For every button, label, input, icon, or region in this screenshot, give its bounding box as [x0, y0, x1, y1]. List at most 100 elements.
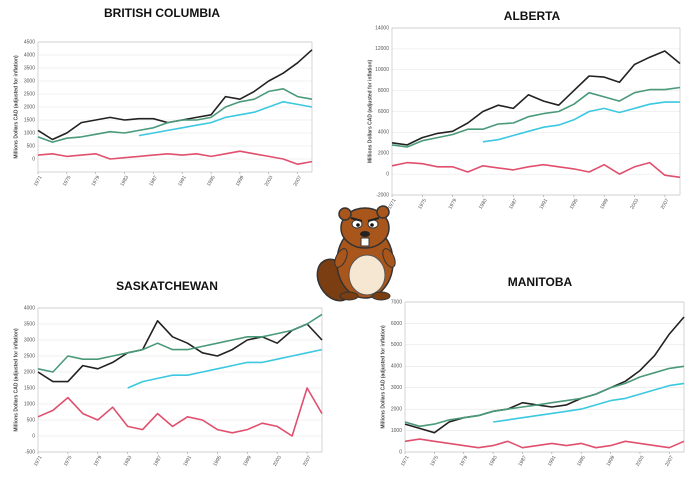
- y-tick-label: 0: [399, 449, 402, 455]
- x-tick-label: 2007: [302, 455, 313, 468]
- series-line: [492, 382, 685, 423]
- y-tick-label: -500: [25, 449, 35, 455]
- series-line: [404, 365, 685, 428]
- x-tick-label: 1995: [569, 198, 580, 211]
- plot-frame: [37, 307, 323, 453]
- x-tick-label: 1995: [212, 455, 223, 468]
- x-tick-label: 1987: [148, 175, 159, 188]
- y-tick-label: 1000: [24, 401, 35, 407]
- y-tick-label: 10000: [375, 67, 389, 73]
- y-tick-label: 500: [27, 143, 36, 149]
- x-tick-label: 2007: [660, 198, 671, 211]
- y-tick-label: 6000: [391, 321, 402, 327]
- y-tick-label: 1000: [391, 428, 402, 434]
- y-axis-label: Millions Dollars CAD (adjusted for infla…: [13, 55, 19, 159]
- series-line: [138, 101, 313, 137]
- x-tick-label: 1983: [123, 455, 134, 468]
- y-tick-label: 3000: [391, 385, 402, 391]
- y-tick-label: 2500: [24, 353, 35, 359]
- series-line: [37, 49, 313, 141]
- y-tick-label: 6000: [378, 109, 389, 115]
- y-axis-label: Millions Dollars CAD (adjusted for infla…: [380, 325, 386, 429]
- y-tick-label: 0: [32, 156, 35, 162]
- y-tick-label: 2000: [391, 406, 402, 412]
- series-line: [37, 320, 323, 383]
- y-tick-label: 14000: [375, 25, 389, 31]
- x-tick-label: 1971: [387, 198, 398, 211]
- x-tick-label: 1971: [33, 455, 44, 468]
- series-line: [391, 50, 681, 146]
- series-line: [404, 438, 685, 449]
- x-tick-label: 2003: [629, 198, 640, 211]
- x-tick-label: 1991: [177, 175, 188, 188]
- chart: SASKATCHEWAN Millions Dollars CAD (adjust…: [13, 279, 323, 468]
- y-tick-label: 5000: [391, 342, 402, 348]
- series-line: [391, 86, 681, 148]
- chart-title: ALBERTA: [504, 9, 561, 23]
- x-tick-label: 2003: [635, 455, 646, 468]
- beaver: [316, 205, 396, 302]
- y-tick-label: 1500: [24, 385, 35, 391]
- series-line: [37, 313, 323, 373]
- y-tick-label: 0: [386, 171, 389, 177]
- x-tick-label: 1975: [417, 198, 428, 211]
- series-line: [404, 316, 685, 434]
- x-tick-label: 1999: [242, 455, 253, 468]
- x-tick-label: 1983: [488, 455, 499, 468]
- y-axis-label: Millions Dollars CAD (adjusted for infla…: [13, 328, 19, 432]
- series-line: [37, 88, 313, 143]
- y-tick-label: 3500: [24, 321, 35, 327]
- y-tick-label: 2000: [378, 151, 389, 157]
- chart-title: SASKATCHEWAN: [116, 279, 218, 293]
- x-tick-label: 1987: [517, 455, 528, 468]
- x-tick-label: 1999: [605, 455, 616, 468]
- x-tick-label: 1991: [182, 455, 193, 468]
- chart: MANITOBA Millions Dollars CAD (adjusted f…: [380, 275, 685, 468]
- x-tick-label: 1983: [478, 198, 489, 211]
- y-tick-label: 8000: [378, 88, 389, 94]
- y-axis-label: Millions Dollars CAD (adjusted for infla…: [367, 60, 373, 164]
- chart: ALBERTA Millions Dollars CAD (adjusted fo…: [367, 9, 681, 211]
- x-tick-label: 1979: [91, 175, 102, 188]
- y-tick-label: 1000: [24, 130, 35, 136]
- x-tick-label: 2003: [272, 455, 283, 468]
- y-tick-label: 4000: [24, 52, 35, 58]
- x-tick-label: 1975: [62, 175, 73, 188]
- y-tick-label: 3500: [24, 65, 35, 71]
- y-tick-label: 1500: [24, 117, 35, 123]
- y-tick-label: 500: [27, 417, 36, 423]
- x-tick-label: 1999: [235, 175, 246, 188]
- series-line: [37, 387, 323, 437]
- x-tick-label: 1983: [119, 175, 130, 188]
- x-tick-label: 1991: [547, 455, 558, 468]
- x-tick-label: 1991: [538, 198, 549, 211]
- y-tick-label: 3000: [24, 78, 35, 84]
- chart-title: BRITISH COLUMBIA: [104, 6, 220, 20]
- y-tick-label: 4500: [24, 39, 35, 45]
- x-tick-label: 2007: [292, 175, 303, 188]
- x-tick-label: 1995: [576, 455, 587, 468]
- y-tick-label: 12000: [375, 46, 389, 52]
- series-line: [127, 348, 323, 389]
- x-tick-label: 1987: [152, 455, 163, 468]
- x-tick-label: 1975: [63, 455, 74, 468]
- y-tick-label: 7000: [391, 299, 402, 305]
- x-tick-label: 1971: [400, 455, 411, 468]
- y-tick-label: 2000: [24, 104, 35, 110]
- series-line: [37, 150, 313, 165]
- x-tick-label: 1995: [206, 175, 217, 188]
- x-tick-label: 1979: [448, 198, 459, 211]
- x-tick-label: 2003: [264, 175, 275, 188]
- plot-frame: [404, 301, 685, 453]
- x-tick-label: 1999: [599, 198, 610, 211]
- y-tick-label: -2000: [376, 192, 389, 198]
- chart-title: MANITOBA: [508, 275, 573, 289]
- x-tick-label: 1979: [93, 455, 104, 468]
- y-tick-label: 4000: [378, 130, 389, 136]
- y-tick-label: 2000: [24, 369, 35, 375]
- x-tick-label: 1971: [33, 175, 44, 188]
- series-line: [391, 161, 681, 179]
- series-line: [482, 101, 680, 143]
- x-tick-label: 1987: [508, 198, 519, 211]
